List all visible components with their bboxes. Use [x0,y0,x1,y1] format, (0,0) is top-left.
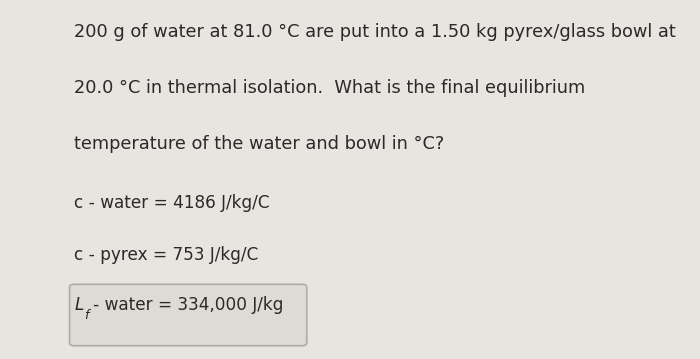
Text: - water = 334,000 J/kg: - water = 334,000 J/kg [93,296,284,314]
FancyBboxPatch shape [69,284,307,346]
Text: f: f [85,309,89,322]
Text: L: L [74,296,83,314]
Text: 20.0 °C in thermal isolation.  What is the final equilibrium: 20.0 °C in thermal isolation. What is th… [74,79,585,97]
Text: c - water = 4186 J/kg/C: c - water = 4186 J/kg/C [74,194,270,212]
Text: temperature of the water and bowl in °C?: temperature of the water and bowl in °C? [74,135,444,153]
Text: 200 g of water at 81.0 °C are put into a 1.50 kg pyrex/glass bowl at: 200 g of water at 81.0 °C are put into a… [74,23,676,41]
Text: c - pyrex = 753 J/kg/C: c - pyrex = 753 J/kg/C [74,246,258,264]
